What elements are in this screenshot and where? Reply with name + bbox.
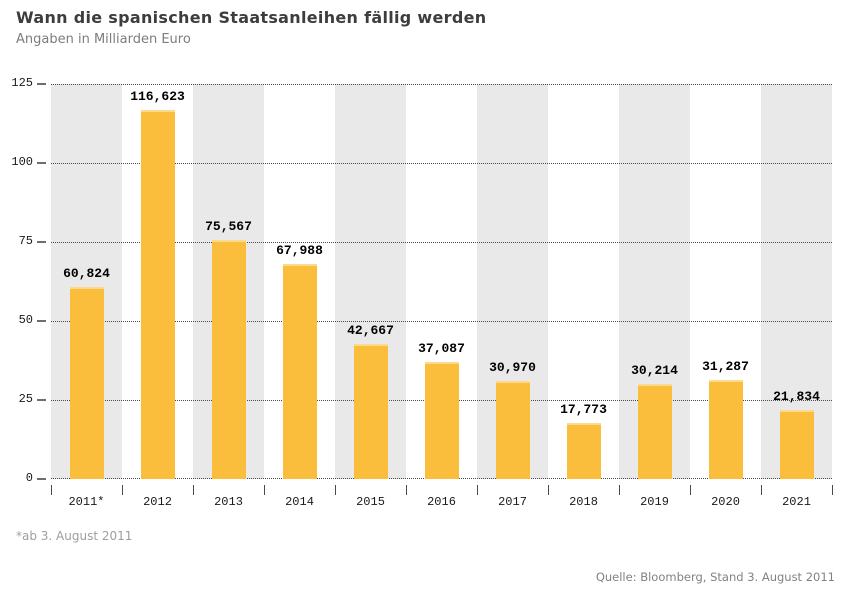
x-axis-tick xyxy=(760,485,762,495)
y-axis-label: 50 xyxy=(18,313,33,327)
bar-value-label: 30,970 xyxy=(489,360,536,375)
bar xyxy=(566,423,601,479)
gridline xyxy=(51,242,832,243)
bar-value-label: 75,567 xyxy=(205,219,252,234)
gridline xyxy=(51,84,832,85)
y-axis-tick xyxy=(37,478,46,480)
bar xyxy=(495,381,530,479)
bar-value-label: 21,834 xyxy=(773,389,820,404)
bar xyxy=(708,380,743,479)
y-axis-tick xyxy=(37,241,46,243)
bar-value-label: 116,623 xyxy=(130,89,185,104)
x-axis-label: 2019 xyxy=(640,495,669,509)
x-axis-label: 2012 xyxy=(143,495,172,509)
gridline xyxy=(51,321,832,322)
bar xyxy=(140,110,175,479)
bar xyxy=(211,240,246,479)
x-axis-label: 2021 xyxy=(782,495,811,509)
x-axis-tick xyxy=(689,485,691,495)
x-axis-tick xyxy=(405,485,407,495)
y-axis-label: 25 xyxy=(18,392,33,406)
y-axis-label: 0 xyxy=(25,471,33,485)
x-axis-tick xyxy=(50,485,52,495)
bar xyxy=(779,410,814,479)
x-axis-tick xyxy=(547,485,549,495)
bar xyxy=(282,264,317,479)
footnote: *ab 3. August 2011 xyxy=(16,529,133,543)
y-axis-label: 125 xyxy=(11,76,33,90)
y-axis-tick xyxy=(37,320,46,322)
bar-value-label: 42,667 xyxy=(347,323,394,338)
bar xyxy=(69,287,104,479)
y-axis-label: 75 xyxy=(18,234,33,248)
x-axis-label: 2017 xyxy=(498,495,527,509)
x-axis-label: 2013 xyxy=(214,495,243,509)
bar-value-label: 60,824 xyxy=(63,266,110,281)
x-axis-label: 2015 xyxy=(356,495,385,509)
bar-value-label: 37,087 xyxy=(418,341,465,356)
bar xyxy=(424,362,459,479)
bar xyxy=(637,384,672,479)
x-axis-label: 2014 xyxy=(285,495,314,509)
bar-value-label: 31,287 xyxy=(702,359,749,374)
y-axis-tick xyxy=(37,83,46,85)
bar xyxy=(353,344,388,479)
x-axis-label: 2016 xyxy=(427,495,456,509)
bar-value-label: 67,988 xyxy=(276,243,323,258)
x-axis-tick xyxy=(192,485,194,495)
y-axis-tick xyxy=(37,162,46,164)
bar-chart: 0 25 50 75 100 125 60,824 116,623 75,567 67,988 42… xyxy=(11,76,833,509)
bar-value-label: 30,214 xyxy=(631,363,678,378)
x-axis-tick xyxy=(618,485,620,495)
source-credit: Quelle: Bloomberg, Stand 3. August 2011 xyxy=(595,570,835,584)
x-axis-label: 2020 xyxy=(711,495,740,509)
bar-value-label: 17,773 xyxy=(560,402,607,417)
x-axis-tick xyxy=(263,485,265,495)
x-axis-tick xyxy=(334,485,336,495)
chart-subtitle: Angaben in Milliarden Euro xyxy=(16,32,191,47)
x-axis-tick xyxy=(476,485,478,495)
gridline xyxy=(51,163,832,164)
page-title: Wann die spanischen Staatsanleihen fälli… xyxy=(16,8,487,27)
y-axis-tick xyxy=(37,399,46,401)
x-axis-tick xyxy=(831,485,833,495)
y-axis-label: 100 xyxy=(11,155,33,169)
x-axis-label: 2011* xyxy=(68,495,105,509)
x-axis-tick xyxy=(121,485,123,495)
x-axis-label: 2018 xyxy=(569,495,598,509)
